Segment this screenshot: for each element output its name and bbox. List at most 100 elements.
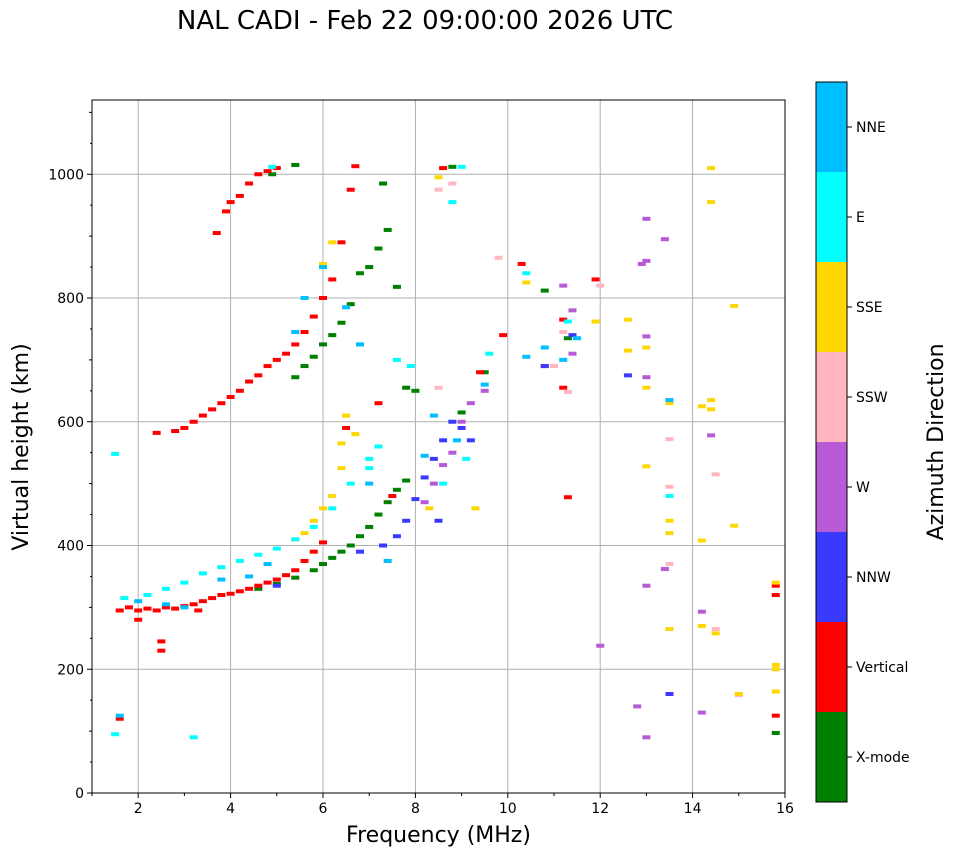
data-point-nne: [559, 357, 568, 362]
data-point-x-mode: [365, 524, 374, 529]
colorbar-segment-x-mode: [816, 712, 847, 802]
data-point-sse: [642, 345, 651, 350]
data-point-w: [637, 261, 646, 266]
data-point-vertical: [134, 617, 143, 622]
data-point-sse: [337, 466, 346, 471]
data-point-x-mode: [402, 385, 411, 390]
data-point-vertical: [476, 370, 485, 375]
data-point-x-mode: [328, 333, 337, 338]
data-point-e: [365, 456, 374, 461]
data-point-nnw: [540, 364, 549, 369]
data-point-nnw: [466, 438, 475, 443]
data-point-vertical: [263, 169, 272, 174]
data-point-ssw: [434, 385, 443, 390]
data-point-vertical: [291, 342, 300, 347]
data-point-vertical: [346, 187, 355, 192]
data-point-sse: [771, 580, 780, 585]
data-point-nnw: [272, 583, 281, 588]
colorbar-label: X-mode: [856, 750, 910, 766]
data-point-e: [392, 357, 401, 362]
data-point-w: [439, 463, 448, 468]
data-point-x-mode: [309, 568, 318, 573]
data-point-e: [161, 586, 170, 591]
data-point-nnw: [439, 438, 448, 443]
data-point-sse: [697, 623, 706, 628]
y-axis-label: Virtual height (km): [9, 343, 34, 550]
data-point-sse: [623, 317, 632, 322]
data-point-e: [439, 481, 448, 486]
data-point-vertical: [282, 351, 291, 356]
data-point-sse: [300, 531, 309, 536]
data-point-w: [429, 481, 438, 486]
data-point-ssw: [434, 187, 443, 192]
data-point-x-mode: [374, 246, 383, 251]
data-point-nnw: [420, 475, 429, 480]
data-point-sse: [665, 518, 674, 523]
data-point-x-mode: [337, 549, 346, 554]
colorbar-segment-sse: [816, 262, 847, 352]
data-point-nne: [573, 336, 582, 341]
data-point-vertical: [115, 608, 124, 613]
data-point-nne: [300, 296, 309, 300]
data-point-vertical: [499, 333, 508, 338]
colorbar-frame: [815, 81, 848, 803]
data-point-nnw: [379, 543, 388, 548]
data-point-vertical: [559, 385, 568, 390]
data-point-sse: [522, 280, 531, 285]
data-point-sse: [425, 506, 434, 511]
data-point-vertical: [208, 407, 217, 412]
data-point-sse: [337, 441, 346, 446]
data-point-x-mode: [300, 364, 309, 369]
data-point-vertical: [212, 231, 221, 236]
data-point-sse: [642, 464, 651, 469]
data-point-ssw: [665, 437, 674, 442]
data-point-vertical: [342, 425, 351, 430]
data-point-vertical: [559, 317, 568, 322]
data-point-x-mode: [563, 336, 572, 341]
data-point-w: [697, 609, 706, 614]
data-point-e: [365, 466, 374, 471]
x-axis-label: Frequency (MHz): [346, 823, 531, 848]
data-point-nne: [420, 453, 429, 458]
data-point-nnw: [355, 549, 364, 554]
data-point-sse: [707, 398, 716, 403]
data-point-w: [420, 500, 429, 505]
data-point-sse: [328, 240, 337, 245]
data-point-vertical: [309, 314, 318, 319]
x-tick-label: 14: [684, 801, 702, 817]
data-point-sse: [471, 506, 480, 511]
data-point-x-mode: [319, 562, 327, 567]
data-point-nne: [365, 481, 374, 486]
data-point-x-mode: [291, 375, 300, 380]
x-tick-label: 2: [134, 801, 143, 817]
data-point-e: [406, 364, 415, 369]
data-point-sse: [771, 662, 780, 667]
data-point-vertical: [134, 608, 143, 613]
data-point-ssw: [665, 484, 674, 489]
data-point-nnw: [402, 518, 411, 523]
data-point-vertical: [157, 639, 166, 644]
data-point-w: [660, 237, 669, 242]
plot-frame: [91, 99, 786, 794]
data-point-vertical: [221, 209, 230, 214]
data-point-ssw: [494, 255, 503, 260]
data-point-nnw: [623, 373, 632, 378]
data-point-vertical: [388, 494, 397, 498]
data-point-ssw: [550, 364, 558, 369]
data-point-vertical: [235, 388, 244, 393]
data-point-sse: [328, 494, 337, 498]
data-point-e: [272, 546, 281, 551]
data-point-ssw: [448, 181, 457, 186]
x-tick-label: 8: [411, 801, 420, 817]
x-tick-label: 16: [776, 801, 794, 817]
data-point-nnw: [448, 419, 457, 424]
data-point-vertical: [124, 605, 133, 610]
data-point-vertical: [272, 577, 281, 582]
data-point-e: [180, 580, 189, 585]
data-point-sse: [642, 385, 651, 390]
x-tick-label: 12: [591, 801, 609, 817]
data-point-x-mode: [771, 730, 780, 735]
data-point-nnw: [392, 534, 401, 539]
